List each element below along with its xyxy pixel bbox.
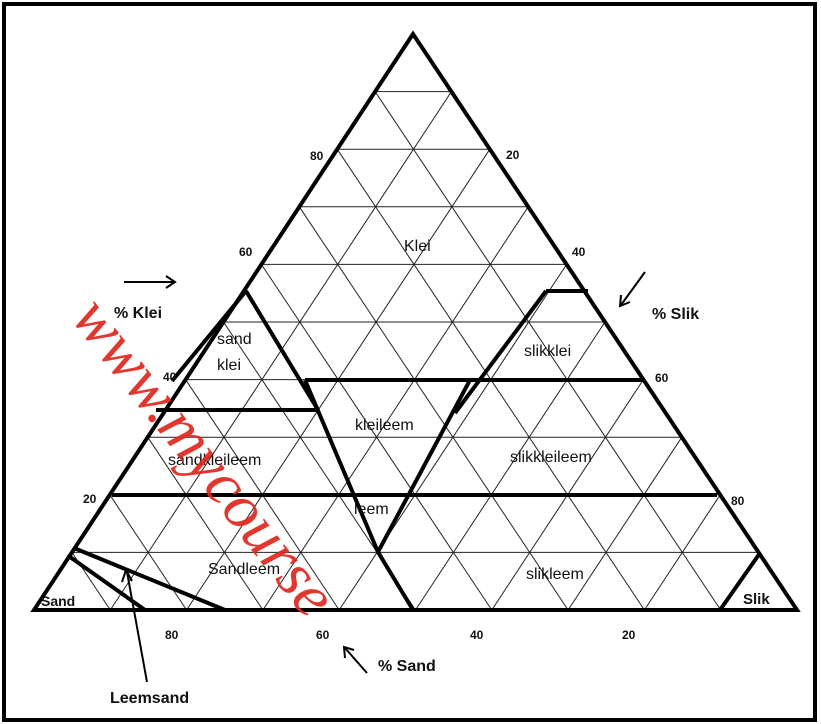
grid-line-sand bbox=[298, 206, 569, 611]
boundary-siltyclay-left bbox=[453, 289, 548, 415]
region-sandklei-line2: klei bbox=[217, 357, 241, 374]
sand-tick-40: 40 bbox=[470, 628, 484, 642]
region-klei: Klei bbox=[404, 238, 431, 255]
triangle-outline bbox=[30, 30, 801, 612]
region-slikkleileem: slikkleileem bbox=[510, 449, 592, 466]
silt-tick-40: 40 bbox=[572, 245, 586, 259]
region-leem: leem bbox=[354, 501, 389, 518]
boundary-sandyloam-right bbox=[376, 550, 415, 612]
clay-axis-ticks: 80 60 40 20 bbox=[83, 149, 324, 506]
texture-class-labels: Klei sand klei slikklei kleileem sandkle… bbox=[41, 238, 770, 707]
clay-tick-80: 80 bbox=[310, 149, 324, 163]
region-leemsand: Leemsand bbox=[110, 690, 189, 707]
region-kleileem: kleileem bbox=[355, 417, 414, 434]
clay-tick-40: 40 bbox=[163, 370, 177, 384]
clay-direction-arrow-icon bbox=[124, 275, 177, 289]
clay-axis-label: % Klei bbox=[114, 305, 162, 322]
grid-line-silt bbox=[415, 321, 606, 611]
sand-direction-arrow-icon bbox=[342, 645, 368, 674]
sand-tick-20: 20 bbox=[622, 628, 636, 642]
clay-tick-60: 60 bbox=[239, 245, 253, 259]
silt-direction-arrow-icon bbox=[618, 271, 646, 308]
sand-axis-label: % Sand bbox=[378, 658, 436, 675]
silt-axis-ticks: 20 40 60 80 bbox=[506, 148, 745, 508]
leemsand-pointer-arrow-icon bbox=[121, 567, 148, 683]
sand-tick-80: 80 bbox=[165, 628, 179, 642]
sand-tick-60: 60 bbox=[316, 628, 330, 642]
region-slikleem: slikleem bbox=[526, 566, 584, 583]
boundary-silt-left bbox=[718, 551, 762, 612]
region-sandkleileem: sandkleileem bbox=[168, 452, 261, 469]
texture-class-boundaries bbox=[30, 30, 801, 612]
silt-tick-80: 80 bbox=[731, 494, 745, 508]
region-slikklei: slikklei bbox=[524, 343, 571, 360]
silt-tick-20: 20 bbox=[506, 148, 520, 162]
triangle-grid bbox=[71, 91, 760, 611]
grid-line-silt bbox=[262, 206, 529, 611]
region-sandleem: Sandleem bbox=[208, 561, 280, 578]
clay-tick-20: 20 bbox=[83, 492, 97, 506]
boundary-silty-loam-left bbox=[376, 379, 472, 553]
boundary-sandclay-top bbox=[170, 289, 248, 383]
boundary-sandyloam-left bbox=[73, 546, 226, 612]
region-slik: Slik bbox=[743, 591, 770, 608]
grid-line-silt bbox=[567, 436, 683, 611]
boundary-sandclay-right bbox=[244, 289, 320, 412]
boundary-clayloam-sandy bbox=[303, 379, 380, 553]
silt-tick-60: 60 bbox=[655, 371, 669, 385]
grid-line-sand bbox=[374, 91, 722, 611]
silt-axis-label: % Slik bbox=[652, 306, 699, 323]
sand-axis-ticks: 80 60 40 20 bbox=[165, 628, 636, 642]
grid-line-sand bbox=[147, 436, 264, 611]
region-sand: Sand bbox=[41, 593, 75, 609]
region-sandklei-line1: sand bbox=[217, 331, 252, 348]
